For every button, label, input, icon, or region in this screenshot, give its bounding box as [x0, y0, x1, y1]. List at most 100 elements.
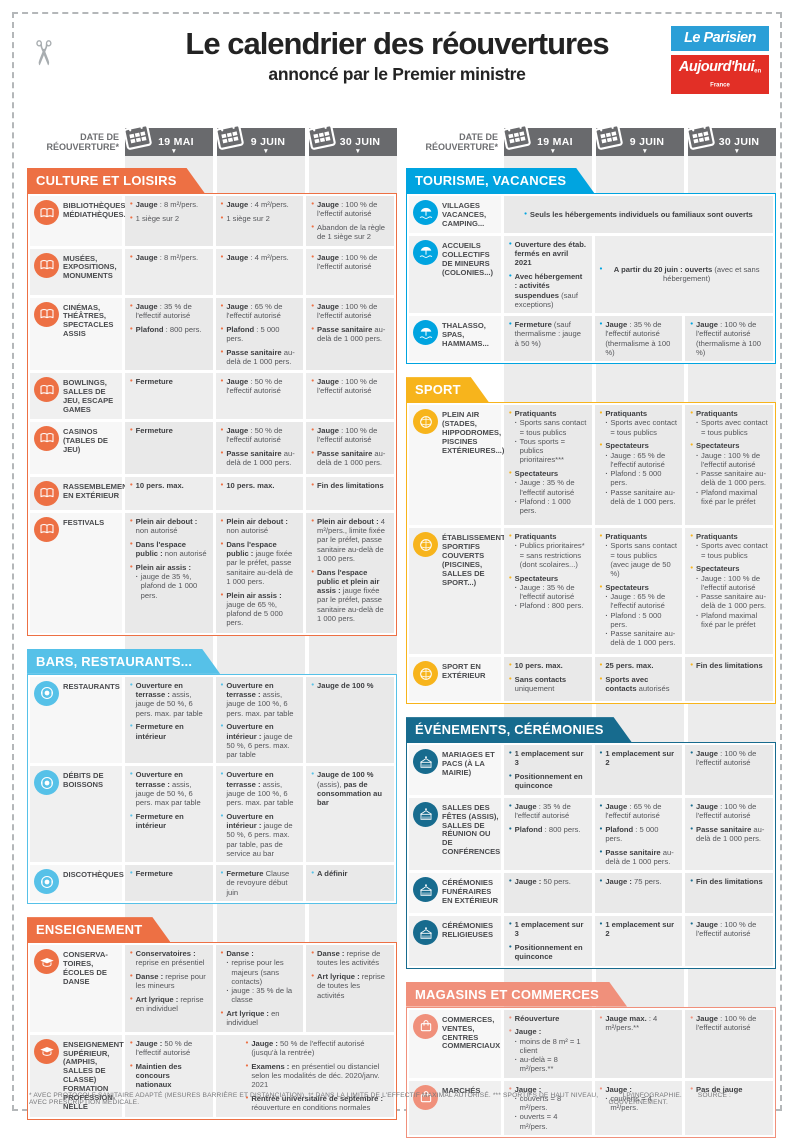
cell-item-lead: Fermeture	[135, 377, 173, 386]
cell-item: • Avec hébergement : activités suspendues…	[509, 271, 587, 309]
cell-item: • A partir du 20 juin : ouverts (avec et …	[600, 265, 768, 284]
cell-item-text: Plafond : 800 pers.	[515, 825, 587, 834]
town-hall-icon	[413, 749, 438, 775]
footer-source: SOURCE : GOUVERNEMENT.	[608, 1092, 731, 1106]
cell-item-lead: Jauge	[226, 377, 249, 386]
cell-item-detail: jauge fixée par le préfet, passe sanitai…	[226, 549, 294, 586]
table-cell: • 10 pers. max.	[125, 476, 213, 510]
cell-item: • Passe sanitaire au-delà de 1 000 pers.	[311, 448, 389, 468]
cell-subitem: Tous sports = publics prioritaires***	[515, 437, 587, 465]
row-label-text: VILLAGES VACANCES, CAMPING...	[442, 201, 487, 228]
table-cell: • Fermeture Clause de revoyure début juin	[215, 865, 304, 902]
cell-item: • Jauge : 8 m²/pers.	[130, 252, 208, 262]
cell-item-text: 10 pers. max.	[226, 481, 298, 490]
row-label-text: DISCOTHÈQUES	[63, 870, 124, 880]
logo-aujourdhui-en-france: Aujourd'huien France	[671, 54, 769, 94]
table-row: CÉRÉMONIES RELIGIEUSES • 1 emplacement sur…	[409, 916, 773, 966]
cell-item: • Ouverture en intérieur : jauge de 50 %,…	[221, 722, 299, 759]
cell-item-lead: Spectateurs	[696, 441, 740, 451]
table-row: VILLAGES VACANCES, CAMPING... • Seuls les …	[409, 196, 773, 233]
cell-item-lead: Plein air assis :	[226, 590, 282, 600]
cell-item: • Rentrée universitaire de septembre : ré…	[246, 1093, 389, 1113]
cell-item: • Plafond : 5 000 pers.	[220, 323, 299, 344]
row-label: VILLAGES VACANCES, CAMPING...	[409, 196, 501, 233]
bullet-icon: •	[311, 300, 314, 310]
cell-item-lead: Jauge	[696, 749, 718, 759]
bullet-icon: •	[220, 212, 224, 222]
cell-item-text: Ouverture en terrasse : assis, jauge de …	[226, 770, 298, 807]
cell-item-text: PratiquantsSports avec contact = tous pu…	[696, 532, 768, 560]
cell-item-detail: au-delà de 1 000 pers.	[696, 824, 765, 843]
cell-item-text: Sans contacts uniquement	[515, 675, 587, 694]
cell-item-detail: (avec et sans hébergement)	[663, 265, 760, 284]
bullet-icon: •	[311, 376, 314, 385]
cell-item-text: A définir	[317, 869, 389, 878]
bullet-icon: •	[690, 319, 693, 329]
sports-ball-icon	[413, 532, 438, 558]
column-strip	[217, 635, 305, 674]
cell-item-lead: Passe sanitaire	[317, 324, 373, 334]
cell-item-lead: Jauge	[317, 301, 339, 311]
cell-item-lead: Sans contacts	[514, 674, 567, 684]
cell-item: • Pas de jauge	[690, 1084, 768, 1094]
cell-item-detail: : 100 % de l'effectif autorisé	[696, 749, 757, 768]
cell-item: • Jauge : 75 pers.	[600, 876, 678, 886]
table-cell: • Conservatoires : reprise en présentiel •…	[125, 945, 213, 1032]
table-row: CINÉMAS, THÉÂTRES, SPECTACLES ASSIS • Jaug…	[30, 297, 394, 370]
date-column-19-mai: 19 MAI ▼	[502, 122, 592, 156]
cell-item-lead: Examens :	[251, 1061, 290, 1071]
cell-item-lead: Dans l'espace public :	[226, 539, 277, 559]
bullet-icon: •	[130, 810, 133, 820]
section-body: CONSERVA-TOIRES, ÉCOLES DE DANSE • Conserv…	[28, 943, 396, 1119]
cell-item-text: Plein air assis :jauge de 35 %, plafond …	[136, 563, 208, 600]
cell-item-lead: Passe sanitaire	[605, 847, 661, 857]
cell-item-text: SpectateursJauge : 100 % de l'effectif a…	[696, 441, 768, 506]
bullet-icon: •	[220, 376, 224, 385]
cell-item-lead: Art lyrique :	[135, 995, 179, 1005]
cell-item-text: Maintien des concours nationaux	[136, 1062, 208, 1090]
graduation-cap-icon	[34, 949, 59, 975]
cell-item-text: Plafond : 5 000 pers.	[226, 325, 298, 344]
cell-subitem: Jauge : 35 % de l'effectif autorisé	[515, 478, 587, 497]
column-strips	[406, 364, 776, 403]
table-cell: • A partir du 20 juin : ouverts (avec et …	[594, 235, 773, 314]
cell-item: •Danse :reprise pour les majeurs (sans c…	[221, 948, 299, 1005]
cell-item-detail: : 100 % de l'effectif autorisé	[696, 1013, 757, 1032]
table-cell: • A définir	[306, 865, 394, 902]
row-label: CASINOS (TABLES DE JEU)	[30, 421, 122, 474]
table-cell: • Fermeture	[125, 421, 213, 474]
cell-item: • Ouverture en intérieur : jauge de 50 %,…	[221, 811, 299, 858]
cell-item-lead: Ouverture en intérieur :	[226, 811, 274, 831]
bullet-icon: •	[599, 846, 603, 856]
cell-item: • Jauge : 100 % de l'effectif autorisé	[690, 920, 768, 939]
bullet-icon: •	[220, 769, 224, 779]
cell-item: •Jauge :couverts = 4 m²/pers.	[600, 1084, 678, 1113]
cell-item-lead: Ouverture des étab. fermés en avril 2021	[514, 239, 586, 268]
town-hall-icon	[413, 877, 438, 903]
beach-umbrella-icon	[413, 320, 438, 346]
cell-item: • 1 emplacement sur 2	[600, 920, 678, 939]
cell-item: • Jauge : 35 % de l'effectif autorisé	[130, 301, 208, 321]
cell-item-detail: jauge de 50 %, 6 pers. max. par table	[226, 731, 293, 760]
bullet-icon: •	[690, 919, 693, 929]
cell-item-lead: Ouverture en intérieur :	[226, 722, 274, 741]
table-cell: •PratiquantsSports sans contact = tous p…	[594, 528, 683, 655]
row-label-text: SALLES DES FÊTES (ASSIS), SALLES DE RÉUN…	[442, 802, 501, 857]
column-strip	[217, 904, 305, 943]
cell-item: • 10 pers. max.	[509, 660, 587, 670]
bullet-icon: •	[509, 1026, 512, 1036]
scissors-icon: ✂	[23, 38, 62, 68]
sports-ball-icon	[413, 661, 438, 687]
cell-item: • 1 siège sur 2	[220, 212, 299, 223]
cell-item-detail: 50 pers.	[541, 877, 571, 887]
cell-item-text: Plein air debout : non autorisé	[136, 517, 208, 536]
bullet-icon: •	[220, 721, 224, 731]
cell-item-text: Jauge : 50 % de l'effectif autorisé (jus…	[251, 1039, 389, 1058]
cell-item-detail: : 100 % de l'effectif autorisé	[317, 252, 378, 271]
table-cell: • Jauge : 100 % de l'effectif autorisé	[685, 745, 773, 795]
bullet-icon: •	[220, 323, 224, 333]
section-header-evenements: ÉVÉNEMENTS, CÉRÉMONIES	[406, 717, 632, 742]
cell-item: • Fermeture	[130, 868, 208, 878]
cell-item: • Jauge : 100 % de l'effectif autorisé	[690, 801, 768, 821]
bullet-icon: •	[599, 408, 603, 418]
